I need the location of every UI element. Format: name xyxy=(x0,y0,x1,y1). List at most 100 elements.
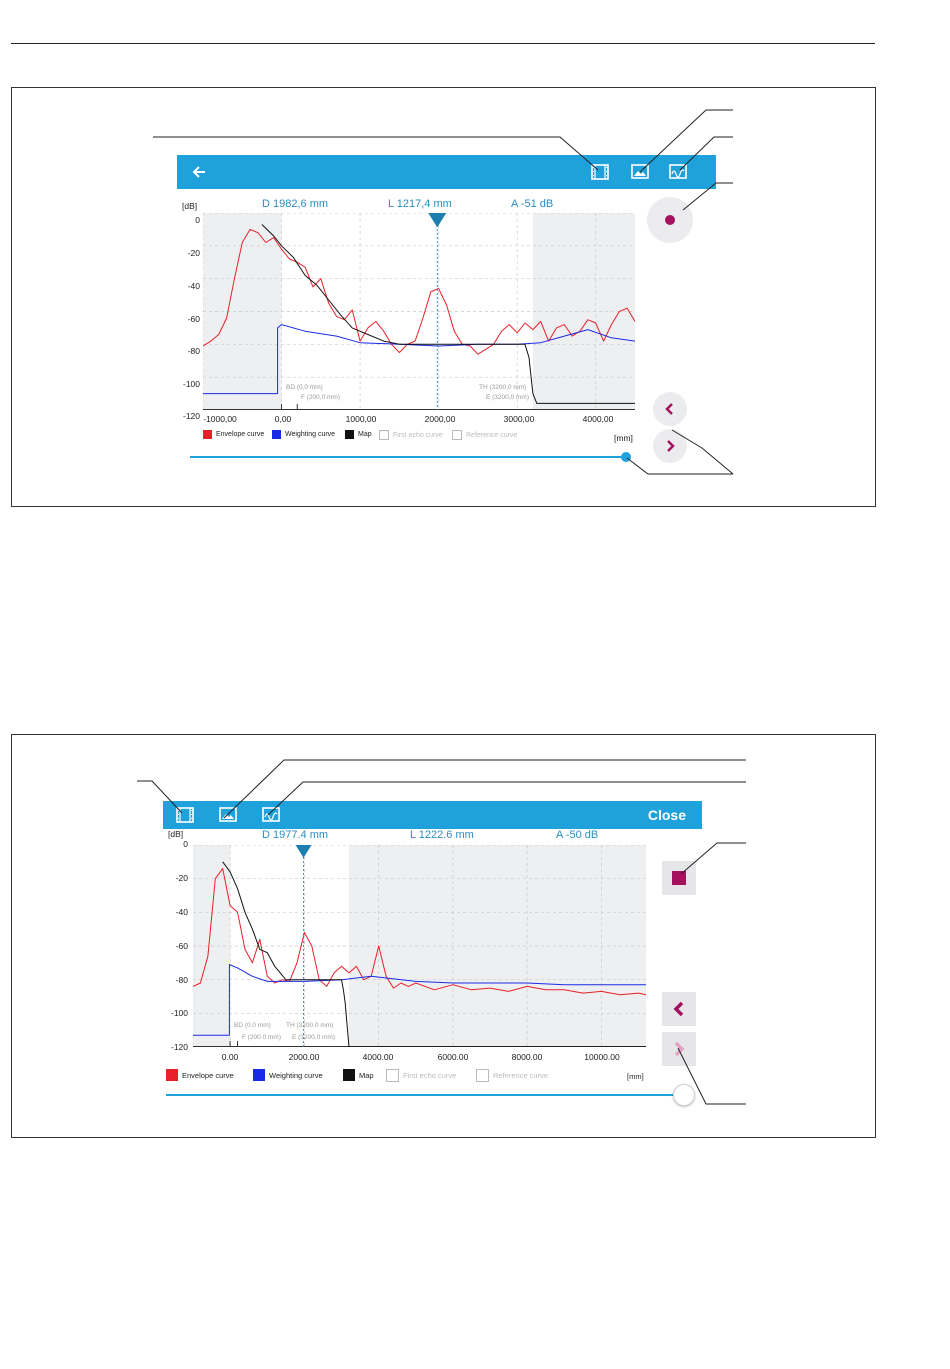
th-marker-label: TH (3200.0 mm) xyxy=(286,1022,334,1029)
legend-first-echo[interactable]: First echo curve xyxy=(386,1069,456,1082)
legend-label: Reference curve xyxy=(493,1071,549,1080)
distance-readout: D 1977.4 mm xyxy=(262,829,329,841)
y-tick: -40 xyxy=(175,907,188,917)
legend-swatch xyxy=(166,1069,178,1081)
arrow-left-icon[interactable] xyxy=(191,164,207,180)
record-dot-icon xyxy=(665,215,675,225)
weighting-curve-line xyxy=(203,324,635,395)
legend-label: Map xyxy=(359,1070,374,1080)
echo-curve-chart-b xyxy=(193,845,646,1047)
y-tick: -80 xyxy=(175,975,188,985)
legend-weighting[interactable]: Weighting curve xyxy=(253,1069,323,1081)
scroll-left-button[interactable] xyxy=(662,992,696,1026)
curve-settings-icon[interactable] xyxy=(262,807,280,823)
chevron-left-icon xyxy=(665,403,673,415)
legend-label: Envelope curve xyxy=(182,1070,234,1080)
x-tick: -1000,00 xyxy=(203,414,237,424)
legend-envelope[interactable]: Envelope curve xyxy=(203,430,264,439)
y-tick: -80 xyxy=(187,346,200,356)
image-icon[interactable] xyxy=(219,807,237,823)
close-button[interactable]: Close xyxy=(647,807,686,823)
y-tick: -60 xyxy=(187,314,200,324)
chevron-left-icon xyxy=(673,1001,684,1017)
legend-label: Weighting curve xyxy=(285,431,336,438)
legend-swatch xyxy=(379,430,389,440)
f-marker-label: F (200.0 mm) xyxy=(242,1034,282,1041)
x-tick: 6000.00 xyxy=(437,1052,469,1062)
y-tick: -20 xyxy=(175,873,188,883)
cursor-marker-icon xyxy=(428,213,447,228)
legend-swatch xyxy=(253,1069,265,1081)
y-axis-unit: [dB] xyxy=(182,201,198,211)
x-tick: 0.00 xyxy=(221,1052,239,1062)
x-tick: 2000,00 xyxy=(424,414,456,424)
legend-swatch xyxy=(452,430,462,440)
legend-map[interactable]: Map xyxy=(345,430,372,439)
page-rule xyxy=(11,43,875,44)
bd-marker-label: BD (0.0 mm) xyxy=(234,1022,271,1029)
zoom-slider-track[interactable] xyxy=(166,1094,680,1096)
legend-swatch xyxy=(386,1069,399,1082)
cursor-marker-icon xyxy=(295,845,312,858)
level-readout: L 1217,4 mm xyxy=(388,198,452,210)
legend-first-echo[interactable]: First echo curve xyxy=(379,430,443,440)
level-readout: L 1222.6 mm xyxy=(410,829,474,841)
x-tick: 2000.00 xyxy=(288,1052,320,1062)
curve-settings-icon[interactable] xyxy=(669,164,687,180)
amplitude-readout: A -51 dB xyxy=(511,198,554,210)
map-curve-line xyxy=(222,861,646,1047)
x-tick: 8000.00 xyxy=(511,1052,543,1062)
y-tick: -120 xyxy=(182,411,200,421)
x-tick: 4000.00 xyxy=(362,1052,394,1062)
y-tick: -60 xyxy=(175,941,188,951)
zoom-slider-track[interactable] xyxy=(190,456,627,458)
legend-label: First echo curve xyxy=(393,431,443,439)
stop-square-icon xyxy=(672,871,686,885)
x-tick: 10000.00 xyxy=(584,1052,620,1062)
envelope-curve-line xyxy=(193,868,646,996)
scroll-right-button[interactable] xyxy=(652,428,688,464)
x-tick: 0,00 xyxy=(274,414,292,424)
e-marker-label: E (3200.0 mm) xyxy=(292,1034,335,1041)
scroll-right-button[interactable] xyxy=(662,1032,696,1066)
bd-marker-label: BD (0,0 mm) xyxy=(286,384,323,391)
y-tick: 0 xyxy=(195,215,200,225)
stop-button[interactable] xyxy=(662,861,696,895)
map-curve-line xyxy=(261,224,635,404)
app-bar-b: Close xyxy=(163,801,702,829)
scroll-left-button[interactable] xyxy=(652,391,688,427)
legend-swatch xyxy=(476,1069,489,1082)
legend-label: Weighting curve xyxy=(269,1070,323,1080)
film-strip-icon[interactable] xyxy=(176,807,194,823)
chevron-right-icon xyxy=(674,1041,685,1057)
legend-envelope[interactable]: Envelope curve xyxy=(166,1069,234,1081)
zoom-slider-thumb[interactable] xyxy=(673,1084,695,1106)
legend-swatch xyxy=(345,430,354,439)
x-tick: 4000,00 xyxy=(582,414,614,424)
app-bar-a xyxy=(177,155,716,189)
image-icon[interactable] xyxy=(631,164,649,180)
legend-map[interactable]: Map xyxy=(343,1069,374,1081)
y-tick: -100 xyxy=(170,1008,188,1018)
f-marker-label: F (200,0 mm) xyxy=(301,394,341,401)
legend-label: Map xyxy=(358,431,372,438)
legend-swatch xyxy=(203,430,212,439)
e-marker-label: E (3200,0 mm) xyxy=(486,394,529,401)
x-axis-unit: [mm] xyxy=(627,1072,644,1081)
x-tick: 1000,00 xyxy=(345,414,377,424)
zoom-slider-thumb[interactable] xyxy=(621,452,631,462)
legend-reference[interactable]: Reference curve xyxy=(476,1069,548,1082)
th-marker-label: TH (3200,0 mm) xyxy=(479,384,527,391)
y-tick: 0 xyxy=(183,839,188,849)
distance-readout: D 1982,6 mm xyxy=(262,198,329,210)
legend-swatch xyxy=(272,430,281,439)
x-tick: 3000,00 xyxy=(503,414,535,424)
record-button[interactable] xyxy=(645,195,695,245)
y-tick: -40 xyxy=(187,281,200,291)
y-tick: -20 xyxy=(187,248,200,258)
chevron-right-icon xyxy=(667,440,675,452)
legend-reference[interactable]: Reference curve xyxy=(452,430,517,440)
legend-weighting[interactable]: Weighting curve xyxy=(272,430,335,439)
